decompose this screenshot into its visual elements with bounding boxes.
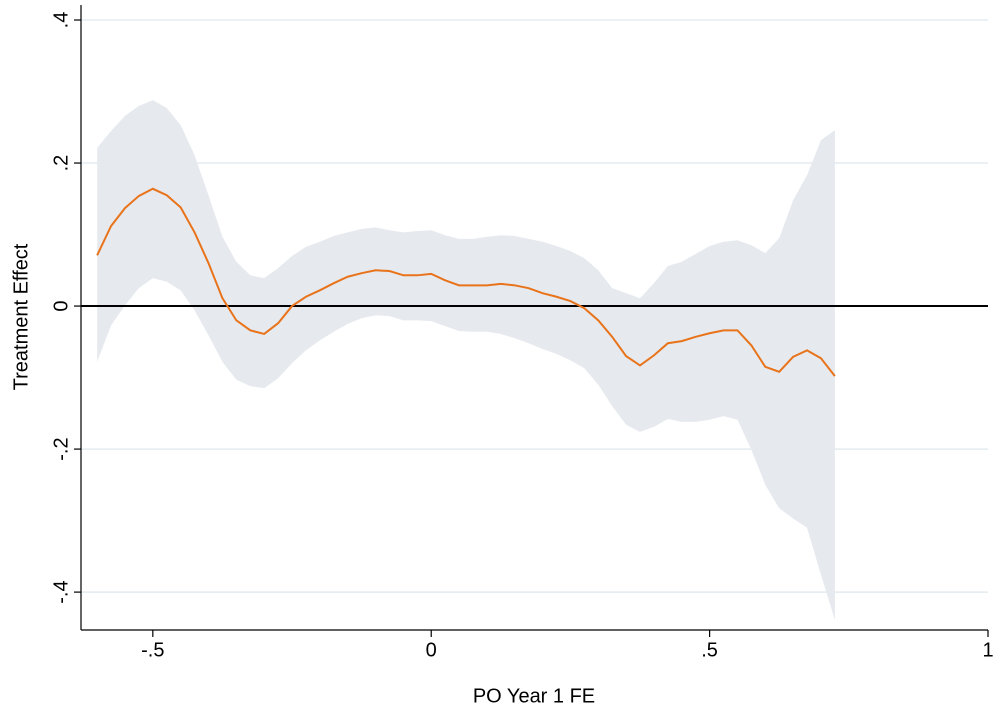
y-axis-title: Treatment Effect [10,243,32,390]
effect-line [96,187,836,377]
x-tick-label: 0 [426,639,437,661]
y-tick-label: .2 [50,155,72,172]
y-tick-label: -.4 [50,580,72,603]
y-tick-label: .4 [50,12,72,29]
y-tick-label: 0 [50,300,72,311]
confidence-band [97,100,835,620]
x-tick-label: -.5 [141,639,164,661]
x-axis-title: PO Year 1 FE [473,685,595,707]
y-tick-label: -.2 [50,437,72,460]
x-tick-label: .5 [701,639,718,661]
x-tick-label: 1 [982,639,993,661]
